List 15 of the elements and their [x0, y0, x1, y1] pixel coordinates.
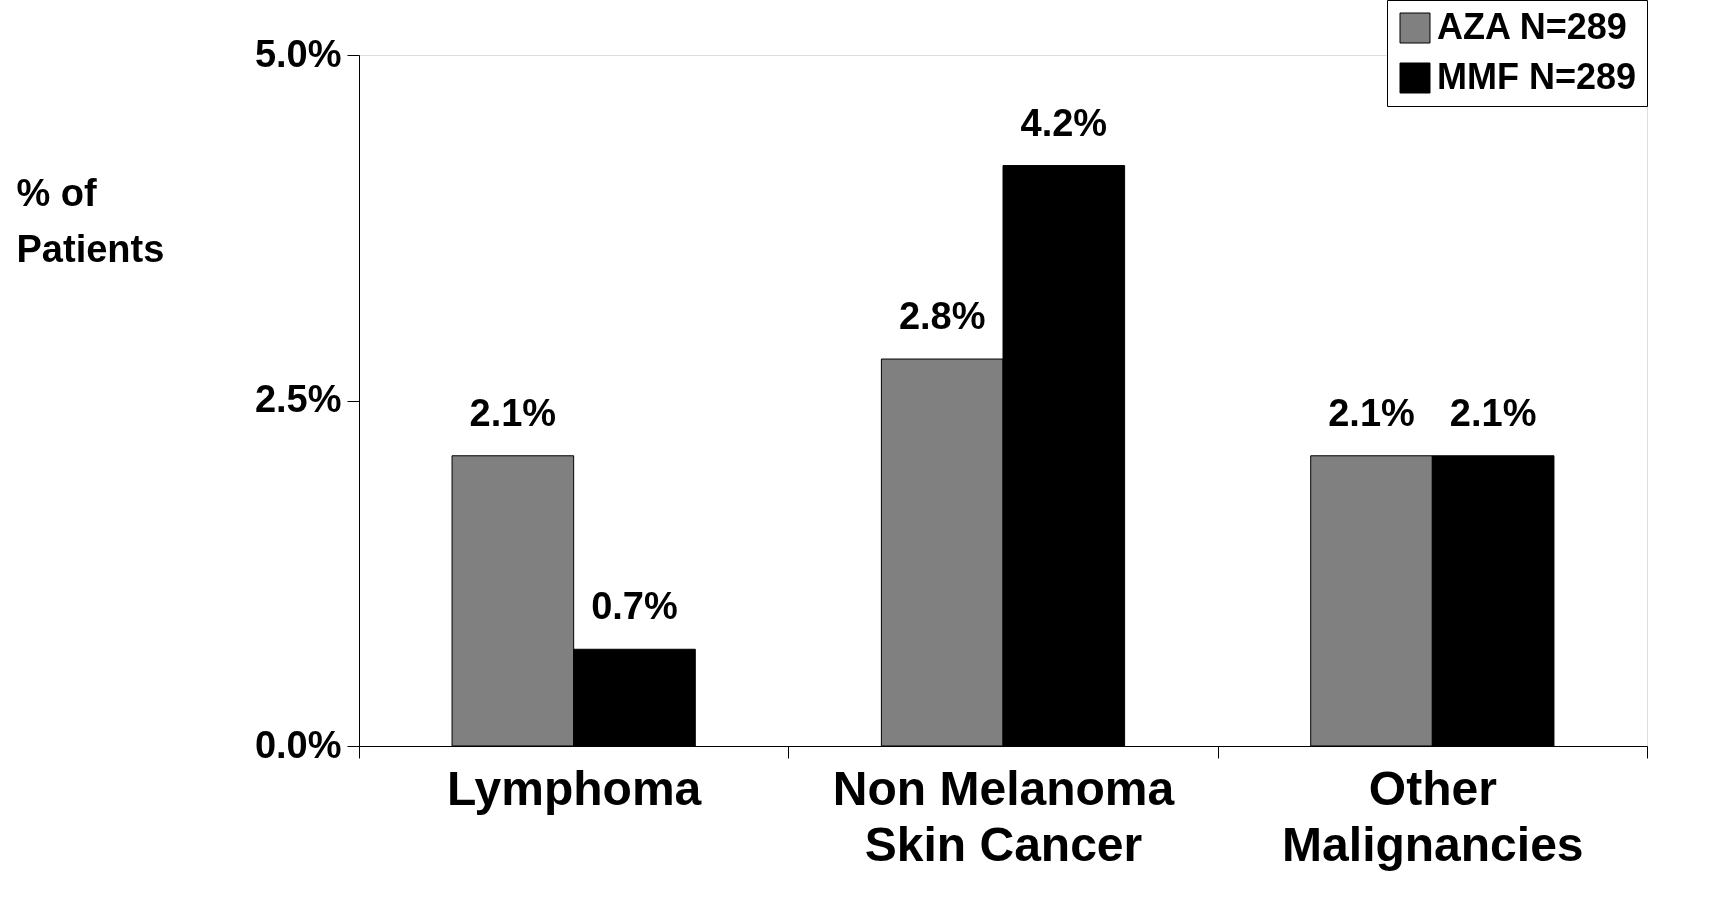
data-label: 2.1%	[469, 391, 557, 434]
data-label: 0.7%	[591, 585, 678, 628]
y-tick-label: 2.5%	[254, 378, 342, 420]
x-tick-label: Other Malignancies	[1282, 761, 1584, 871]
x-tick-label: Non Melanoma Skin Cancer	[832, 761, 1175, 871]
legend-label: MMF N=289	[1437, 56, 1637, 97]
data-label: 2.8%	[898, 295, 986, 338]
y-tick-label: 0.0%	[254, 723, 342, 766]
y-tick-label: 5.0%	[254, 32, 342, 75]
data-label: 4.2%	[1020, 101, 1108, 144]
data-label: 2.1%	[1328, 391, 1415, 434]
legend-label: AZA N=289	[1437, 6, 1627, 47]
x-tick-label: Lymphoma	[447, 761, 702, 815]
y-axis-title: % of Patients	[16, 171, 165, 270]
data-label: 2.1%	[1449, 391, 1537, 434]
